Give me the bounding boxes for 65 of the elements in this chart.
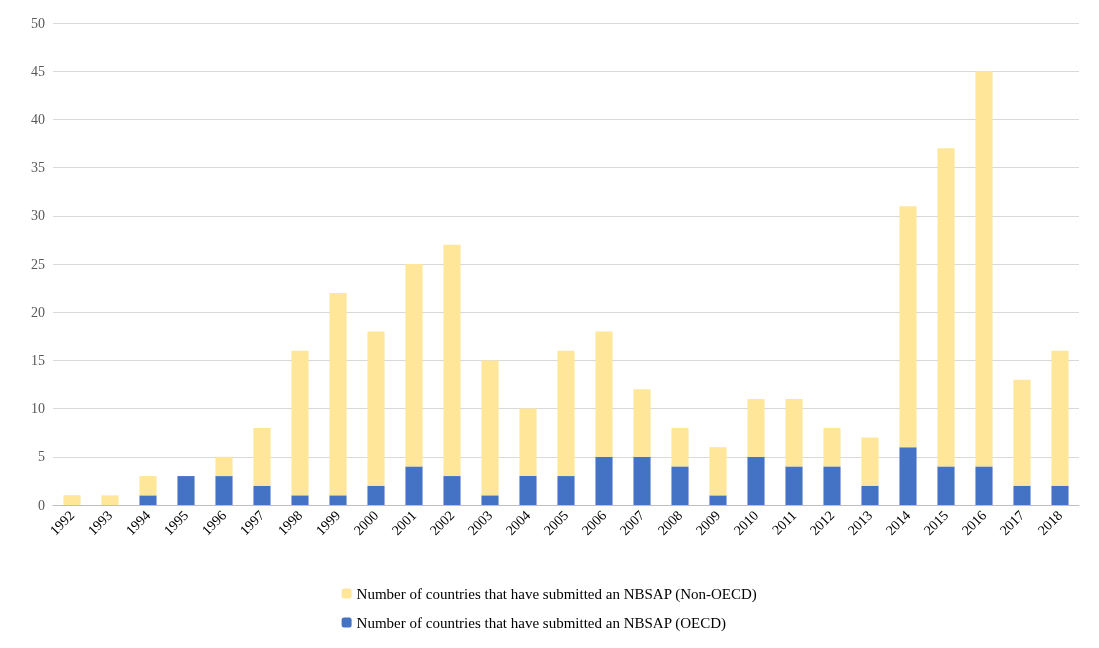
bar [329,495,347,505]
bar [367,331,385,486]
bar [861,437,879,486]
bar [975,466,993,505]
y-tick-label: 15 [31,352,45,368]
bar [785,466,803,505]
bar [899,447,917,505]
bar [861,485,879,505]
y-tick-label: 20 [31,304,45,320]
bar [101,495,119,505]
bar [747,398,765,457]
legend-label: Number of countries that have submitted an NBSAP (Non-OECD) [356,585,757,603]
bar [253,427,271,486]
bar [785,398,803,467]
bar [823,466,841,505]
bar [215,476,233,505]
bar [63,495,81,505]
bar [633,456,651,505]
y-tick-label: 0 [38,497,45,513]
bar [481,495,499,505]
bar [595,456,613,505]
bar [291,350,309,496]
bar [443,476,461,505]
y-tick-label: 45 [31,63,45,79]
bar [405,466,423,505]
bar [1051,350,1069,486]
bar [139,495,157,505]
bar [671,427,689,467]
bar [671,466,689,505]
bar [215,456,233,477]
bar [443,244,461,477]
bar [595,331,613,457]
bar [405,264,423,467]
bar [709,495,727,505]
bar [975,71,993,467]
bar [1013,379,1031,486]
y-tick-label: 25 [31,256,45,272]
bar [709,447,727,496]
bar [519,408,537,477]
bar [633,389,651,457]
bar [139,476,157,496]
bar [519,476,537,505]
y-tick-label: 50 [31,15,45,31]
legend-label: Number of countries that have submitted an NBSAP (OECD) [356,614,727,632]
bar [747,456,765,505]
bar [329,292,347,496]
bar [367,485,385,505]
bar [823,427,841,467]
bar [937,466,955,505]
bar [937,148,955,467]
bar [481,360,499,496]
bar [1013,485,1031,505]
y-tick-label: 40 [31,111,45,127]
y-tick-label: 35 [31,160,45,176]
bar [899,206,917,448]
bar [1051,485,1069,505]
y-tick-label: 10 [31,401,45,417]
bar [557,476,575,505]
y-tick-label: 5 [38,449,45,465]
x-tick-label: 2011 [769,507,800,538]
bar [253,485,271,505]
bar [557,350,575,477]
bar [177,476,195,505]
y-tick-label: 30 [31,208,45,224]
bar [291,495,309,505]
